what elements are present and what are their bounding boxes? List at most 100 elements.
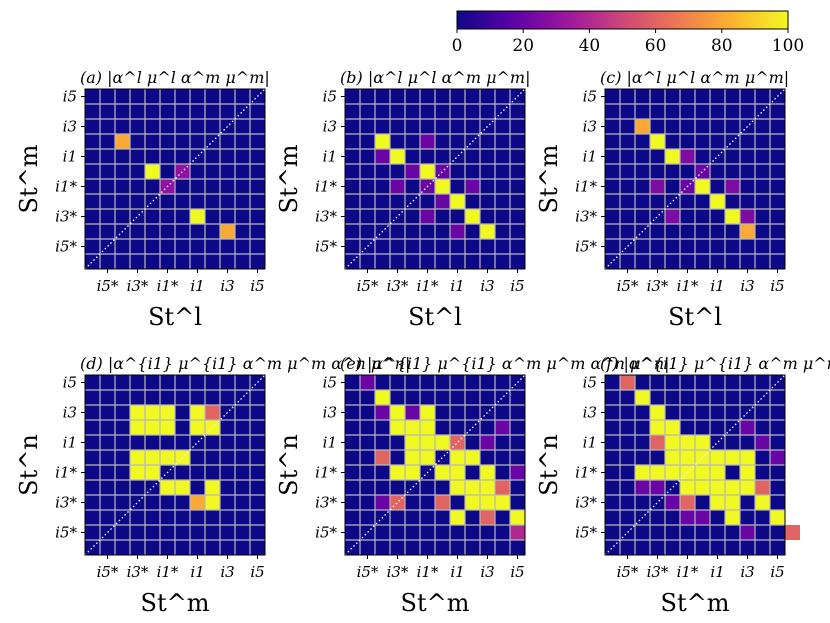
heatmap-cell (725, 209, 740, 224)
x-tick-label: i3 (740, 277, 754, 295)
heatmap-cell (390, 405, 405, 420)
heatmap-cell (480, 224, 495, 239)
y-axis-label: St^n (535, 434, 563, 496)
heatmap-cell (680, 450, 695, 465)
heatmap-cell (480, 435, 495, 450)
heatmap-cell (665, 495, 680, 510)
x-tick-label: i5* (617, 563, 639, 581)
y-tick-label: i1 (583, 148, 597, 166)
heatmap-cell (145, 450, 160, 465)
x-tick-label: i1 (450, 277, 464, 295)
x-tick-label: i1 (710, 277, 724, 295)
colorbar (456, 10, 789, 30)
heatmap-cell (695, 179, 710, 194)
heatmap-cell (390, 495, 405, 510)
heatmap-cell (465, 209, 480, 224)
heatmap-cell (375, 405, 390, 420)
heatmap-cell (405, 164, 420, 179)
x-tick-label: i3* (127, 277, 149, 295)
y-axis-label: St^m (535, 144, 563, 213)
x-tick-label: i1* (417, 277, 439, 295)
x-tick-label: i3 (480, 563, 494, 581)
x-tick-label: i3 (220, 563, 234, 581)
heatmap-cell (480, 480, 495, 495)
y-tick-label: i5* (315, 524, 337, 542)
heatmap-cell (435, 465, 450, 480)
x-tick-label: i1 (710, 563, 724, 581)
heatmap-cell (755, 435, 770, 450)
heatmap-cell (450, 480, 465, 495)
y-tick-label: i3 (583, 118, 597, 136)
x-tick-label: i3* (387, 277, 409, 295)
heatmap-cell (405, 420, 420, 435)
y-tick-label: i3* (55, 208, 77, 226)
y-axis-label: St^m (15, 144, 43, 213)
heatmap-cell (405, 465, 420, 480)
y-tick-label: i1* (315, 178, 337, 196)
heatmap-cell (755, 480, 770, 495)
heatmap-cell (450, 510, 465, 525)
heatmap-cell (375, 390, 390, 405)
heatmap-cell (420, 164, 435, 179)
y-tick-label: i3* (575, 494, 597, 512)
heatmap-cell (130, 405, 145, 420)
panel-title: (b) |α^l μ^l α^m μ^m| (340, 68, 530, 87)
heatmap-cell (360, 375, 375, 390)
y-tick-label: i1 (323, 148, 337, 166)
x-tick-label: i3* (127, 563, 149, 581)
heatmap-cell (740, 525, 755, 540)
heatmap-cell (480, 510, 495, 525)
y-tick-label: i3* (315, 208, 337, 226)
x-tick-label: i1* (677, 563, 699, 581)
heatmap-cell (205, 480, 220, 495)
x-axis-label: St^l (408, 303, 462, 331)
x-tick-label: i3 (480, 277, 494, 295)
heatmap-cell (710, 495, 725, 510)
y-tick-label: i5* (575, 238, 597, 256)
axes-frame (604, 374, 786, 556)
heatmap-cell (680, 149, 695, 164)
panel-title: (e) |α^{i1} μ^{i1} α^m μ^m α^n μ^n| (340, 354, 670, 373)
heatmap-cell (740, 480, 755, 495)
axes-frame (84, 374, 266, 556)
heatmap-cell (420, 209, 435, 224)
heatmap-cell (510, 510, 525, 525)
y-tick-label: i1 (583, 434, 597, 452)
heatmap-cell (635, 119, 650, 134)
heatmap-cell (175, 480, 190, 495)
heatmap-cell (145, 164, 160, 179)
y-tick-label: i1 (63, 434, 77, 452)
heatmap-cell (650, 465, 665, 480)
colorbar-tick-label: 60 (645, 36, 667, 56)
y-tick-label: i5 (63, 374, 77, 392)
heatmap-cell (480, 465, 495, 480)
heatmap-cell (405, 450, 420, 465)
heatmap-cell (725, 480, 740, 495)
heatmap-cell (650, 420, 665, 435)
heatmap-cell (145, 465, 160, 480)
axes-frame (344, 88, 526, 270)
x-axis-label: St^m (141, 589, 210, 617)
heatmap-cell (160, 480, 175, 495)
heatmap-cell (190, 495, 205, 510)
heatmap-cell (725, 179, 740, 194)
heatmap-cell (725, 510, 740, 525)
heatmap-cell (495, 420, 510, 435)
heatmap-cell (420, 405, 435, 420)
heatmap-cell (680, 435, 695, 450)
y-tick-label: i1 (63, 148, 77, 166)
y-tick-label: i5* (575, 524, 597, 542)
heatmap-cell (190, 405, 205, 420)
x-tick-label: i1 (450, 563, 464, 581)
colorbar-tick-label: 0 (452, 36, 463, 56)
heatmap-cell (725, 495, 740, 510)
heatmap-cell (650, 179, 665, 194)
heatmap-cell (435, 179, 450, 194)
heatmap-cell (785, 525, 800, 540)
x-tick-label: i5 (250, 563, 264, 581)
heatmap-cell (390, 149, 405, 164)
heatmap-cell (435, 194, 450, 209)
